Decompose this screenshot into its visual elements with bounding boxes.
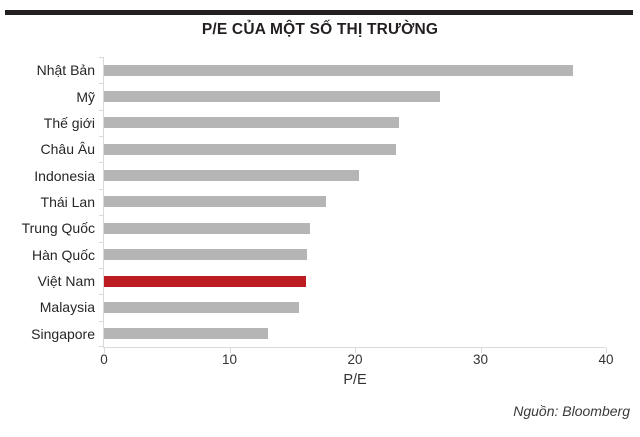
y-axis-tick [99, 320, 104, 322]
category-label: Nhật Bản [36, 62, 95, 79]
y-axis-tick [99, 215, 104, 217]
x-tick-label: 40 [598, 352, 614, 367]
x-tick-label: 10 [221, 352, 238, 367]
bar [104, 328, 269, 340]
x-axis-tick [480, 348, 482, 353]
bar [104, 249, 308, 261]
pe-bar-chart: Nhật Bản Mỹ Thế giới Châu Âu Indonesia Thái L… [0, 57, 640, 388]
bar-row: Hàn Quốc [32, 241, 606, 268]
x-axis-tick [355, 348, 356, 353]
category-label: Châu Âu [40, 141, 95, 158]
bar [104, 196, 327, 208]
bar-row: Việt Nam [38, 267, 606, 294]
x-tick-label: 30 [472, 352, 489, 367]
y-axis-tick [99, 136, 104, 138]
y-axis-tick [99, 294, 104, 296]
bar [104, 222, 310, 234]
category-label: Thái Lan [40, 193, 95, 210]
bar [104, 170, 359, 182]
y-axis-tick [99, 57, 104, 58]
bar [104, 301, 299, 313]
bar-row: Trung Quốc [22, 215, 606, 241]
bar-row: Indonesia [34, 162, 606, 188]
y-axis-tick [99, 267, 104, 269]
y-axis-tick [99, 83, 104, 85]
bar-highlight [104, 275, 307, 287]
x-axis-tick [229, 348, 231, 353]
bar [104, 64, 574, 76]
y-axis-tick [99, 345, 104, 347]
bar-row: Nhật Bản [37, 57, 606, 83]
top-divider [5, 10, 633, 15]
x-tick-label: 0 [100, 352, 108, 367]
category-label: Malaysia [39, 299, 95, 316]
y-axis-tick [99, 109, 104, 111]
category-label: Trung Quốc [21, 220, 95, 237]
category-label: Thế giới [43, 114, 95, 131]
category-label: Hàn Quốc [31, 246, 95, 263]
chart-title: P/E CỦA MỘT SỐ THỊ TRƯỜNG [201, 21, 439, 38]
bar-row: Thái Lan [41, 188, 606, 215]
bar-row: Châu Âu [41, 136, 606, 162]
category-label: Singapore [31, 325, 95, 342]
plot-area: Nhật Bản Mỹ Thế giới Châu Âu Indonesia Thái L… [22, 57, 614, 388]
category-label: Việt Nam [37, 273, 95, 290]
x-axis-tick [104, 348, 105, 353]
source-note: Nguồn: Bloomberg [513, 403, 630, 419]
bar-row: Malaysia [40, 294, 606, 320]
bar [104, 117, 399, 129]
bar-row: Mỹ [76, 83, 606, 109]
y-axis-tick [99, 241, 104, 243]
category-label: Indonesia [34, 167, 95, 184]
bar [104, 91, 441, 103]
y-axis-tick [99, 162, 104, 164]
x-tick-label: 20 [347, 352, 363, 367]
category-label: Mỹ [76, 88, 95, 105]
y-axis-tick [99, 188, 104, 190]
bar-row: Thế giới [44, 109, 606, 136]
bar-rows: Nhật Bản Mỹ Thế giới Châu Âu Indonesia Thái L… [22, 57, 606, 347]
bar [104, 143, 397, 155]
bar-row: Singapore [31, 320, 606, 347]
x-axis-tick [606, 348, 607, 353]
x-axis-label: P/E [343, 372, 367, 388]
